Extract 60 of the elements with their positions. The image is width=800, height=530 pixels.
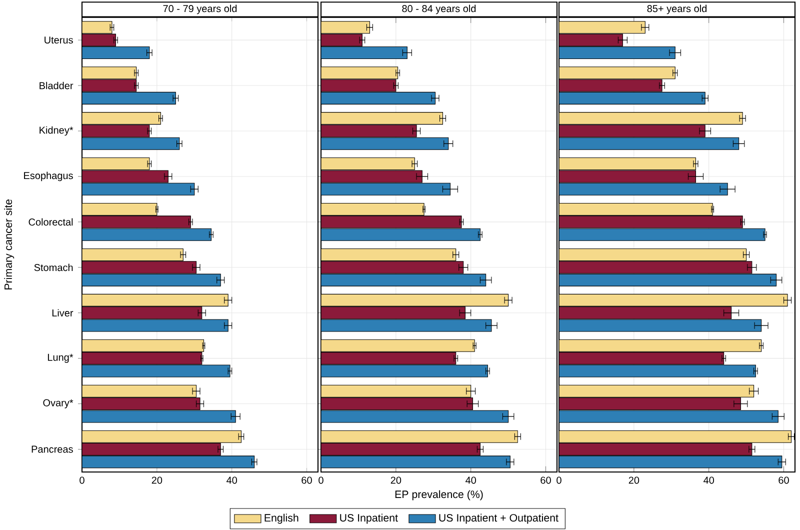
x-tick-label: 60 bbox=[540, 476, 551, 484]
y-axis-title: Primary cancer site bbox=[4, 200, 14, 290]
x-tick-label: 0 bbox=[556, 476, 562, 484]
y-tick-label: Pancreas bbox=[32, 446, 73, 453]
bar bbox=[321, 442, 480, 456]
legend-label: US Inpatient + Outpatient bbox=[439, 514, 558, 524]
bar bbox=[321, 398, 473, 410]
bar bbox=[559, 442, 752, 456]
bar bbox=[82, 398, 200, 410]
bar bbox=[559, 79, 662, 92]
bar bbox=[82, 216, 191, 228]
x-tick-label: 40 bbox=[704, 476, 714, 484]
x-tick-label: 40 bbox=[466, 476, 476, 484]
legend-label: English bbox=[264, 514, 298, 524]
y-tick-label: Stomach bbox=[34, 264, 73, 272]
bar bbox=[321, 79, 396, 92]
chart-title: 70 - 79 years old bbox=[163, 4, 237, 14]
bar bbox=[559, 352, 724, 365]
bar bbox=[321, 170, 422, 183]
x-tick-label: 20 bbox=[390, 476, 402, 484]
bar bbox=[559, 216, 743, 228]
bar bbox=[559, 398, 741, 410]
y-tick-label: Lung* bbox=[48, 354, 74, 363]
bar bbox=[559, 124, 706, 138]
bar bbox=[82, 34, 116, 46]
x-tick-label: 60 bbox=[778, 476, 789, 484]
bar bbox=[321, 34, 362, 46]
bar bbox=[321, 216, 462, 228]
bar bbox=[82, 261, 197, 274]
bar bbox=[559, 306, 732, 320]
y-tick-label: Uterus bbox=[44, 36, 73, 44]
x-tick-label: 60 bbox=[302, 476, 312, 484]
chart-title: 85+ years old bbox=[647, 4, 706, 14]
bar bbox=[321, 306, 466, 320]
x-tick-label: 0 bbox=[80, 476, 84, 484]
bar bbox=[559, 261, 752, 274]
y-tick-label: Liver bbox=[52, 309, 74, 317]
bar bbox=[82, 352, 202, 365]
bar bbox=[559, 170, 696, 183]
bar bbox=[82, 79, 137, 92]
x-axis-title: EP prevalence (%) bbox=[395, 490, 483, 500]
bar bbox=[82, 442, 221, 456]
bar bbox=[321, 124, 417, 138]
y-tick-label: Esophagus bbox=[24, 172, 73, 182]
legend-label: US Inpatient bbox=[340, 514, 398, 524]
bar bbox=[559, 34, 623, 46]
bar bbox=[321, 352, 456, 365]
y-tick-label: Colorectal bbox=[28, 218, 73, 226]
x-tick-label: 20 bbox=[628, 476, 640, 484]
x-tick-label: 40 bbox=[226, 476, 238, 484]
chart-title: 80 - 84 years old bbox=[402, 4, 476, 14]
x-tick-label: 20 bbox=[152, 476, 162, 484]
y-tick-label: Ovary* bbox=[43, 399, 74, 408]
bar bbox=[82, 124, 150, 138]
y-tick-label: Bladder bbox=[40, 82, 74, 90]
y-tick-label: Kidney* bbox=[40, 126, 74, 136]
bar bbox=[321, 261, 464, 274]
bar bbox=[82, 170, 168, 183]
x-tick-label: 0 bbox=[318, 476, 324, 484]
bar bbox=[82, 306, 202, 320]
